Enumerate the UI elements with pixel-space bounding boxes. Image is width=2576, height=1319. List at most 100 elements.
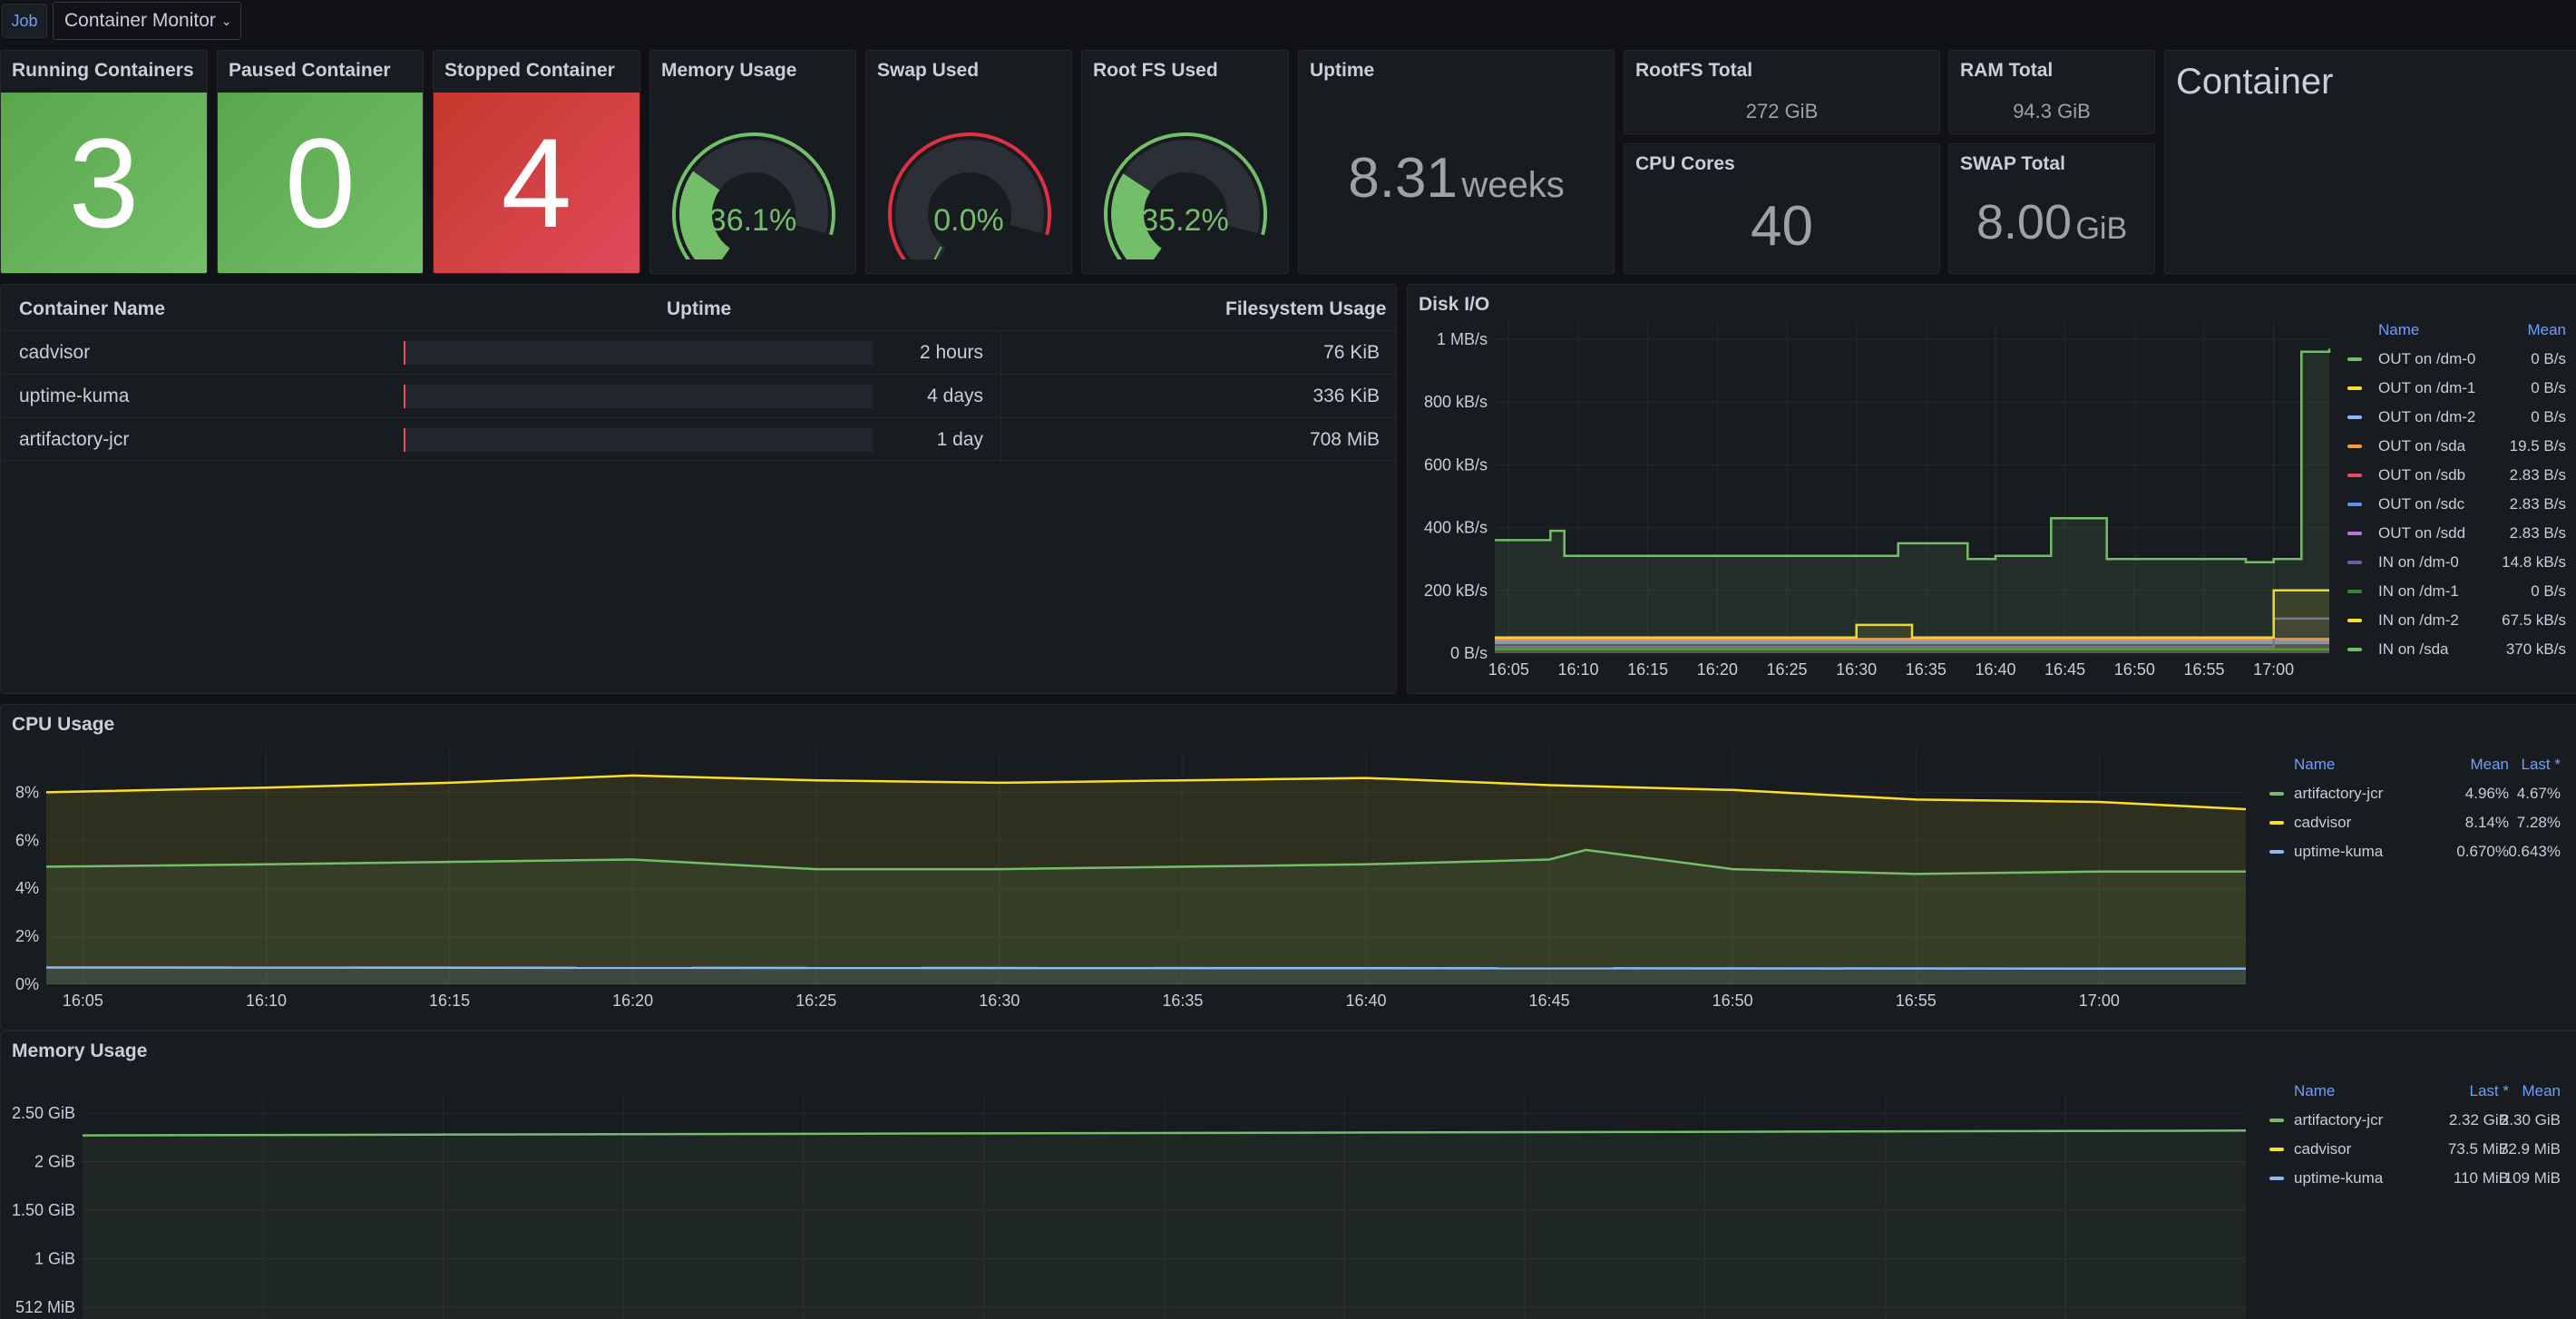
legend-item[interactable]: IN on /sda 370 kB/s bbox=[2342, 637, 2576, 664]
legend-mean: 14.8 kB/s bbox=[2502, 553, 2566, 571]
panel-title: Memory Usage bbox=[661, 60, 797, 81]
col-header-filesystem-usage[interactable]: Filesystem Usage bbox=[1225, 298, 1387, 319]
legend-item[interactable]: artifactory-jcr 4.96% 4.67% bbox=[2264, 781, 2576, 808]
gauge-threshold-arc bbox=[672, 132, 835, 259]
legend-mean: 67.5 kB/s bbox=[2502, 611, 2566, 629]
memory-usage-panel: Memory Usage 512 MiB 1 GiB 1.50 GiB 2 GiB 2.… bbox=[0, 1031, 2576, 1319]
legend-swatch bbox=[2347, 532, 2362, 535]
legend-item[interactable]: OUT on /sdc 2.83 B/s bbox=[2342, 492, 2576, 519]
legend-mean: 8.14% bbox=[2464, 814, 2509, 831]
legend-header-name[interactable]: Name bbox=[2294, 756, 2336, 773]
uptime-bar bbox=[404, 428, 873, 452]
legend-item[interactable]: IN on /dm-2 67.5 kB/s bbox=[2342, 608, 2576, 635]
x-tick-label: 17:00 bbox=[2253, 660, 2294, 679]
panel-title: SWAP Total bbox=[1960, 153, 2065, 174]
legend-header-last[interactable]: Last * bbox=[2521, 756, 2561, 773]
y-tick-label: 1 GiB bbox=[34, 1250, 75, 1268]
container-name-cell: uptime-kuma bbox=[19, 386, 130, 406]
col-header-container-name[interactable]: Container Name bbox=[19, 298, 166, 319]
legend-swatch bbox=[2269, 1148, 2284, 1151]
root-fs-used-value: 35.2% bbox=[1141, 203, 1229, 238]
y-tick-label: 800 kB/s bbox=[1424, 393, 1488, 411]
cpu-usage-legend: Name Mean Last * artifactory-jcr 4.96% 4.6… bbox=[2264, 756, 2576, 860]
swap-total-value: 8.00 GiB bbox=[1949, 194, 2154, 250]
legend-mean: 0 B/s bbox=[2531, 582, 2566, 600]
legend-swatch bbox=[2347, 619, 2362, 622]
disk-series-line bbox=[1495, 348, 2331, 563]
swap-gauge bbox=[888, 132, 1051, 259]
legend-item[interactable]: cadvisor 8.14% 7.28% bbox=[2264, 810, 2576, 837]
legend-mean: 109 MiB bbox=[2503, 1169, 2561, 1187]
legend-last: 73.5 MiB bbox=[2447, 1140, 2509, 1158]
uptime-panel: Uptime 8.31 weeks bbox=[1298, 50, 1615, 274]
legend-last: 2.32 GiB bbox=[2448, 1111, 2509, 1128]
legend-header-mean[interactable]: Mean bbox=[2470, 756, 2509, 773]
stopped-container-panel: Stopped Container 4 bbox=[433, 50, 640, 274]
panel-title: Stopped Container bbox=[444, 60, 615, 81]
legend-swatch bbox=[2347, 357, 2362, 361]
panel-title: RootFS Total bbox=[1635, 60, 1753, 81]
legend-mean: 0 B/s bbox=[2531, 350, 2566, 367]
col-header-uptime[interactable]: Uptime bbox=[667, 298, 732, 319]
legend-mean: 2.30 GiB bbox=[2500, 1111, 2561, 1128]
y-tick-label: 8% bbox=[15, 783, 39, 801]
legend-header-name[interactable]: Name bbox=[2378, 321, 2420, 338]
legend-item[interactable]: uptime-kuma 110 MiB 109 MiB bbox=[2264, 1166, 2576, 1193]
disk-io-legend: Name Mean OUT on /dm-0 0 B/s OUT on /dm-1 0… bbox=[2342, 321, 2576, 693]
legend-item[interactable]: OUT on /dm-0 0 B/s bbox=[2342, 347, 2576, 374]
cpu-series-area bbox=[46, 849, 2246, 984]
disk-series-area bbox=[1495, 348, 2329, 653]
legend-swatch bbox=[2269, 792, 2284, 796]
legend-last: 4.67% bbox=[2516, 785, 2561, 802]
cpu-series-line bbox=[45, 774, 2247, 811]
running-containers-panel: Running Containers 3 bbox=[0, 50, 208, 274]
legend-item[interactable]: OUT on /sda 19.5 B/s bbox=[2342, 434, 2576, 461]
swap-used-value: 0.0% bbox=[933, 203, 1004, 238]
panel-title: CPU Cores bbox=[1635, 153, 1735, 174]
legend-item[interactable]: artifactory-jcr 2.32 GiB 2.30 GiB bbox=[2264, 1108, 2576, 1135]
cpu-cores-value: 40 bbox=[1751, 195, 1813, 258]
legend-name: OUT on /sdd bbox=[2378, 524, 2466, 542]
legend-name: OUT on /dm-0 bbox=[2378, 350, 2476, 367]
legend-swatch bbox=[2269, 1119, 2284, 1122]
panel-title: Root FS Used bbox=[1093, 60, 1218, 81]
legend-item[interactable]: cadvisor 73.5 MiB 72.9 MiB bbox=[2264, 1137, 2576, 1164]
container-variable-select[interactable]: Container Monitor ⌄ bbox=[53, 2, 241, 40]
cpu-series-area bbox=[46, 967, 2246, 984]
legend-item[interactable]: IN on /dm-1 0 B/s bbox=[2342, 579, 2576, 606]
y-tick-label: 600 kB/s bbox=[1424, 455, 1488, 474]
legend-mean: 0 B/s bbox=[2531, 408, 2566, 425]
x-tick-label: 16:45 bbox=[2044, 660, 2085, 679]
x-tick-label: 16:25 bbox=[795, 992, 836, 1010]
legend-name: OUT on /dm-1 bbox=[2378, 379, 2476, 396]
panel-title: Disk I/O bbox=[1419, 294, 1490, 315]
legend-header-name[interactable]: Name bbox=[2294, 1082, 2336, 1099]
cpu-cores-panel: CPU Cores 40 bbox=[1624, 143, 1940, 274]
container-text-panel: Container bbox=[2164, 50, 2576, 274]
legend-item[interactable]: IN on /dm-0 14.8 kB/s bbox=[2342, 550, 2576, 577]
running-count: 3 bbox=[1, 93, 207, 273]
legend-swatch bbox=[2347, 386, 2362, 390]
legend-header-mean[interactable]: Mean bbox=[2522, 1082, 2561, 1099]
legend-item[interactable]: OUT on /dm-1 0 B/s bbox=[2342, 376, 2576, 403]
legend-item[interactable]: uptime-kuma 0.670% 0.643% bbox=[2264, 839, 2576, 866]
cpu-series-line bbox=[45, 848, 2246, 875]
x-tick-label: 16:30 bbox=[979, 992, 1020, 1010]
panel-title: RAM Total bbox=[1960, 60, 2054, 81]
rootfs-total-panel: RootFS Total 272 GiB bbox=[1624, 50, 1940, 134]
y-tick-label: 512 MiB bbox=[15, 1298, 75, 1316]
y-tick-label: 1.50 GiB bbox=[12, 1201, 75, 1219]
panel-title: Running Containers bbox=[12, 60, 194, 81]
legend-item[interactable]: OUT on /sdd 2.83 B/s bbox=[2342, 521, 2576, 548]
legend-item[interactable]: OUT on /dm-2 0 B/s bbox=[2342, 405, 2576, 432]
legend-header-mean[interactable]: Mean bbox=[2527, 321, 2566, 338]
cpu-series-area bbox=[46, 775, 2246, 984]
legend-item[interactable]: OUT on /sdb 2.83 B/s bbox=[2342, 463, 2576, 490]
y-tick-label: 2 GiB bbox=[34, 1153, 75, 1171]
chevron-down-icon: ⌄ bbox=[220, 13, 232, 28]
legend-mean: 72.9 MiB bbox=[2499, 1140, 2561, 1158]
legend-name: IN on /dm-1 bbox=[2378, 582, 2459, 600]
legend-header-last[interactable]: Last * bbox=[2469, 1082, 2509, 1099]
y-tick-label: 400 kB/s bbox=[1424, 519, 1488, 537]
legend-mean: 4.96% bbox=[2464, 785, 2509, 802]
